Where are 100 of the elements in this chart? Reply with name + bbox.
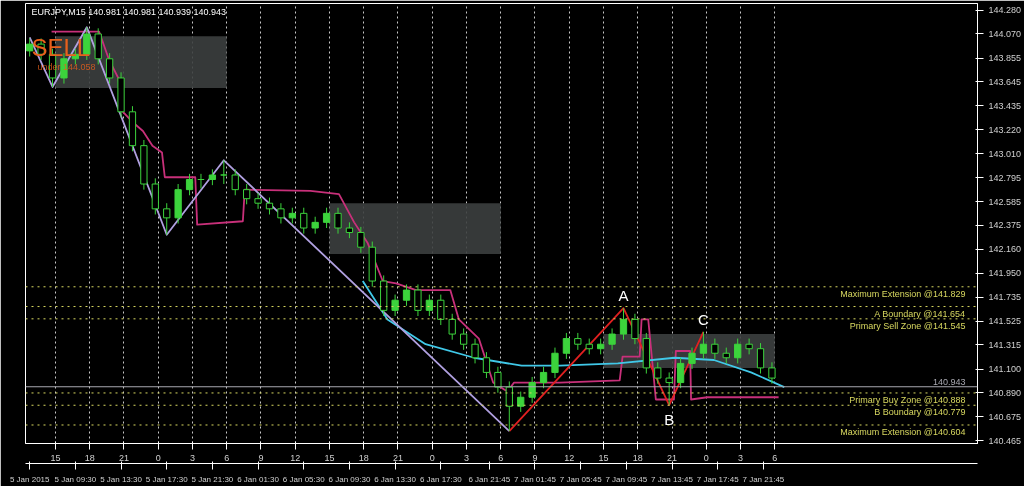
x-tick-label: 21 xyxy=(392,452,403,463)
candlestick xyxy=(676,357,685,389)
candlestick xyxy=(482,351,491,379)
candlestick xyxy=(539,366,548,389)
x2-tick-label: 6 Jan 13:30 xyxy=(374,474,417,484)
x-tick-label: 9 xyxy=(258,452,264,463)
x-tick-label: 3 xyxy=(738,452,744,463)
chart-title: EURJPY,M15 140.981 140.981 140.939 140.943 xyxy=(31,6,226,17)
x2-tick-label: 6 Jan 17:30 xyxy=(419,474,463,484)
x2-tick-label: 7 Jan 01:45 xyxy=(514,474,557,484)
candlestick xyxy=(231,168,239,196)
candlestick xyxy=(163,202,171,236)
candlestick xyxy=(414,283,422,317)
candlestick xyxy=(494,366,502,394)
x-tick-label: 15 xyxy=(50,452,61,463)
x-tick-label: 15 xyxy=(324,452,335,463)
candlestick xyxy=(220,159,228,185)
y-tick-label: 143.220 xyxy=(988,124,1022,135)
ref-line-label: 140.943 xyxy=(932,376,966,387)
y-tick-label: 142.795 xyxy=(988,172,1022,183)
bar xyxy=(329,203,501,254)
x2-tick-label: 7 Jan 21:45 xyxy=(742,474,785,484)
x2-tick-label: 7 Jan 17:45 xyxy=(696,474,740,484)
y-tick-label: 140.890 xyxy=(988,387,1022,398)
y-tick-label: 144.280 xyxy=(988,5,1022,16)
candlestick xyxy=(756,342,765,375)
candlestick xyxy=(243,183,251,205)
x-tick-label: 21 xyxy=(118,452,129,463)
x-tick-label: 21 xyxy=(667,452,678,463)
x-tick-label: 18 xyxy=(632,452,643,463)
candlestick xyxy=(699,331,708,360)
candlestick xyxy=(654,361,662,385)
x-tick-label: 3 xyxy=(463,452,469,463)
y-tick-label: 141.950 xyxy=(988,268,1022,279)
x2-tick-label: 7 Jan 13:45 xyxy=(651,474,694,484)
ref-line-label: Maximum Extension @140.604 xyxy=(840,427,966,437)
y-tick-label: 141.100 xyxy=(988,364,1022,375)
x-tick-label: 12 xyxy=(564,452,575,463)
x-tick-label: 18 xyxy=(84,452,95,463)
candlestick xyxy=(357,226,365,254)
x-tick-label: 9 xyxy=(532,452,538,463)
x-tick-label: 0 xyxy=(703,452,709,463)
y-tick-label: 143.010 xyxy=(988,148,1022,159)
candlestick xyxy=(631,313,639,345)
x2-tick-label: 6 Jan 01:30 xyxy=(237,474,280,484)
x-tick-label: 12 xyxy=(290,452,301,463)
candlestick xyxy=(471,338,479,364)
y-tick-label: 140.465 xyxy=(988,435,1022,446)
x2-tick-label: 5 Jan 2015 xyxy=(9,474,51,484)
ref-line-label: Primary Buy Zone @140.888 xyxy=(849,394,966,405)
annotation: C xyxy=(698,310,710,328)
annotation: A xyxy=(618,287,629,305)
candlestick xyxy=(459,327,468,351)
candlestick xyxy=(448,313,456,341)
ref-line-label: Maximum Extension @141.829 xyxy=(840,288,966,299)
candlestick xyxy=(437,294,445,326)
x2-tick-label: 5 Jan 21:30 xyxy=(191,474,234,484)
candlestick xyxy=(619,307,628,341)
candlestick xyxy=(711,338,719,360)
y-tick-label: 143.855 xyxy=(988,53,1022,64)
x2-tick-label: 5 Jan 17:30 xyxy=(145,474,189,484)
x2-tick-label: 5 Jan 09:30 xyxy=(54,474,97,484)
ref-line-label: B Boundary @140.779 xyxy=(874,407,966,418)
candlestick xyxy=(402,283,411,307)
candlestick xyxy=(665,371,673,406)
line-series xyxy=(28,26,511,432)
y-tick-label: 140.675 xyxy=(988,411,1022,422)
annotation: B xyxy=(664,411,675,429)
candlestick xyxy=(734,338,742,364)
x-tick-label: 3 xyxy=(189,452,195,463)
x-tick-label: 6 xyxy=(498,452,504,463)
candlestick xyxy=(185,173,194,196)
x2-tick-label: 6 Jan 21:45 xyxy=(468,474,511,484)
x-tick-label: 6 xyxy=(772,452,778,463)
candlestick xyxy=(745,338,753,355)
candlestick xyxy=(425,294,434,317)
y-tick-label: 144.070 xyxy=(988,28,1022,39)
ref-line-label: Primary Sell Zone @141.545 xyxy=(849,320,966,331)
candlestick xyxy=(562,332,571,360)
x-tick-label: 0 xyxy=(155,452,161,463)
x2-tick-label: 6 Jan 05:30 xyxy=(282,474,326,484)
x2-tick-label: 7 Jan 09:45 xyxy=(605,474,648,484)
x-tick-label: 6 xyxy=(224,452,230,463)
x2-tick-label: 6 Jan 09:30 xyxy=(328,474,371,484)
y-tick-label: 141.525 xyxy=(988,316,1022,327)
ref-line-label: A Boundary @141.654 xyxy=(874,308,965,319)
candlestick xyxy=(322,207,331,229)
candlestick xyxy=(688,347,696,370)
y-tick-label: 142.160 xyxy=(988,244,1022,255)
candlestick xyxy=(505,380,513,432)
x2-tick-label: 5 Jan 13:30 xyxy=(100,474,143,484)
candlestick xyxy=(26,37,34,58)
y-tick-label: 141.735 xyxy=(988,292,1022,303)
x2-tick-label: 7 Jan 05:45 xyxy=(559,474,603,484)
candlestick xyxy=(300,207,308,235)
candlestick xyxy=(254,192,262,210)
candlestick xyxy=(334,207,342,235)
y-tick-label: 142.375 xyxy=(988,220,1022,231)
candlestick xyxy=(551,347,559,379)
y-tick-label: 141.315 xyxy=(988,339,1022,350)
